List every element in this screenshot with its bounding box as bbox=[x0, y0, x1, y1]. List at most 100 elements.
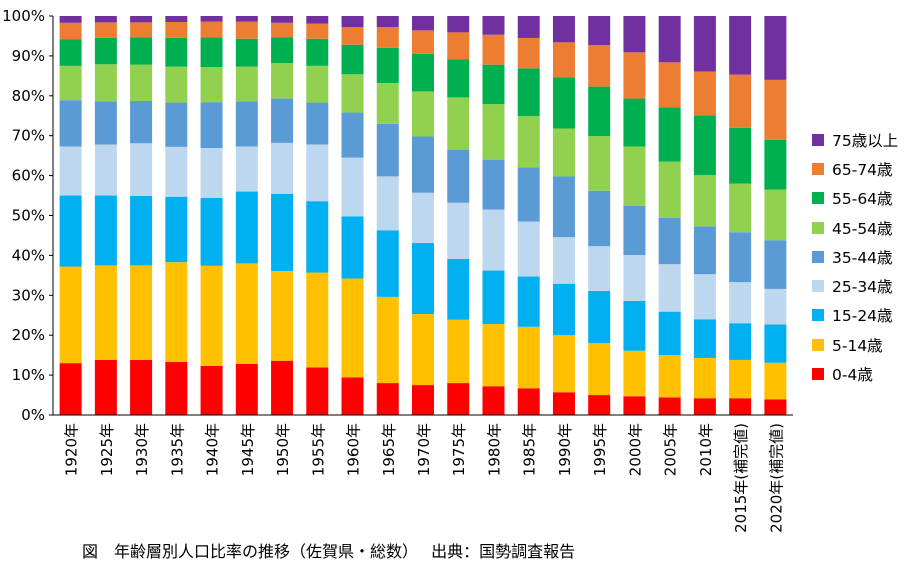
bar-segment-15-7 bbox=[588, 45, 611, 87]
bar-segment-10-1 bbox=[412, 314, 434, 386]
bar-segment-9-4 bbox=[376, 123, 399, 177]
x-tick-label: 1960年 bbox=[345, 423, 363, 476]
bar-segment-14-5 bbox=[552, 128, 575, 177]
x-tick-label: 1925年 bbox=[98, 423, 116, 476]
bar-segment-11-0 bbox=[447, 383, 470, 415]
x-tick-label: 1985年 bbox=[521, 423, 539, 476]
bar-segment-2-3 bbox=[130, 143, 153, 196]
bar-segment-8-2 bbox=[341, 216, 364, 279]
bar-segment-3-1 bbox=[165, 262, 188, 362]
bar-segment-10-6 bbox=[412, 53, 434, 92]
bar-segment-17-2 bbox=[658, 311, 681, 356]
bar-segment-18-7 bbox=[693, 71, 716, 116]
bar-segment-20-5 bbox=[764, 189, 787, 241]
bar-segment-20-2 bbox=[764, 324, 787, 363]
legend-label: 55-64歳 bbox=[832, 190, 893, 209]
bar-segment-18-2 bbox=[693, 319, 716, 358]
bar-segment-0-6 bbox=[59, 39, 82, 66]
y-tick-label: 20% bbox=[12, 326, 45, 344]
bar-segment-5-6 bbox=[235, 38, 258, 67]
bar-segment-12-1 bbox=[482, 324, 505, 387]
bar-segment-10-8 bbox=[412, 16, 434, 31]
bar-segment-13-3 bbox=[517, 221, 540, 277]
bar-segment-15-5 bbox=[588, 136, 611, 191]
bar-segment-10-4 bbox=[412, 136, 434, 193]
bar-segment-4-6 bbox=[200, 37, 223, 68]
bar-segment-18-3 bbox=[693, 274, 716, 320]
bar-segment-11-8 bbox=[447, 16, 470, 33]
bar-segment-1-5 bbox=[94, 64, 117, 102]
bar-segment-13-6 bbox=[517, 68, 540, 117]
bar-segment-16-8 bbox=[623, 16, 646, 53]
bar-segment-4-1 bbox=[200, 265, 223, 366]
bar-segment-19-3 bbox=[729, 282, 752, 324]
y-tick-label: 50% bbox=[12, 207, 45, 225]
bar-segment-14-7 bbox=[552, 42, 575, 78]
legend-swatch bbox=[812, 133, 824, 146]
bar-segment-19-4 bbox=[729, 232, 752, 283]
bar-segment-19-5 bbox=[729, 183, 752, 233]
bar-segment-9-0 bbox=[376, 383, 399, 415]
bar-segment-1-0 bbox=[94, 359, 117, 415]
bar-segment-12-4 bbox=[482, 159, 505, 210]
bar-segment-17-6 bbox=[658, 107, 681, 162]
bar-segment-0-8 bbox=[59, 16, 82, 23]
bar-segment-19-0 bbox=[729, 398, 752, 415]
legend-item: 45-54歳 bbox=[812, 213, 898, 242]
bar-segment-7-2 bbox=[306, 201, 329, 273]
y-tick-label: 100% bbox=[2, 7, 45, 25]
legend-swatch bbox=[812, 368, 824, 381]
bar-segment-7-7 bbox=[306, 23, 329, 39]
legend-label: 5-14歳 bbox=[832, 336, 883, 355]
bar-segment-4-8 bbox=[200, 16, 223, 22]
bar-segment-7-5 bbox=[306, 65, 329, 103]
legend-item: 55-64歳 bbox=[812, 184, 898, 213]
bar-segment-5-1 bbox=[235, 263, 258, 364]
bar-segment-0-2 bbox=[59, 195, 82, 267]
bar-segment-12-6 bbox=[482, 64, 505, 105]
bar-segment-16-0 bbox=[623, 396, 646, 415]
bar-segment-2-2 bbox=[130, 195, 153, 266]
bar-segment-1-3 bbox=[94, 144, 117, 196]
x-tick-label: 1935年 bbox=[168, 423, 186, 476]
bar-segment-9-8 bbox=[376, 16, 399, 28]
bar-segment-8-5 bbox=[341, 74, 364, 113]
bar-segment-10-5 bbox=[412, 91, 434, 137]
bar-segment-6-2 bbox=[271, 193, 294, 271]
bar-segment-3-6 bbox=[165, 37, 188, 67]
legend-label: 25-34歳 bbox=[832, 278, 893, 297]
legend-label: 35-44歳 bbox=[832, 248, 893, 267]
bar-segment-5-0 bbox=[235, 363, 258, 415]
x-tick-label: 1945年 bbox=[239, 423, 257, 476]
bar-segment-5-4 bbox=[235, 101, 258, 147]
bar-segment-12-5 bbox=[482, 104, 505, 160]
bar-segment-8-1 bbox=[341, 278, 364, 378]
bar-segment-13-0 bbox=[517, 388, 540, 415]
bar-segment-14-2 bbox=[552, 283, 575, 336]
x-tick-label: 1995年 bbox=[591, 423, 609, 476]
bar-segment-20-4 bbox=[764, 240, 787, 289]
bar-segment-9-2 bbox=[376, 230, 399, 297]
y-tick-label: 40% bbox=[12, 246, 45, 264]
x-tick-label: 2005年 bbox=[662, 423, 680, 476]
bar-segment-3-5 bbox=[165, 66, 188, 103]
bar-segment-13-1 bbox=[517, 326, 540, 389]
bar-segment-13-2 bbox=[517, 276, 540, 327]
bar-segment-2-7 bbox=[130, 22, 153, 38]
bar-segment-19-6 bbox=[729, 127, 752, 184]
bar-segment-15-2 bbox=[588, 290, 611, 344]
bar-segment-0-0 bbox=[59, 363, 82, 415]
bar-segment-7-0 bbox=[306, 367, 329, 415]
bar-segment-18-1 bbox=[693, 357, 716, 399]
bar-segment-19-7 bbox=[729, 74, 752, 128]
x-tick-label: 1955年 bbox=[309, 423, 327, 476]
legend-swatch bbox=[812, 162, 824, 175]
bar-segment-3-7 bbox=[165, 21, 188, 38]
bar-segment-2-6 bbox=[130, 37, 153, 65]
bar-segment-16-7 bbox=[623, 52, 646, 99]
bar-segment-20-1 bbox=[764, 362, 787, 400]
bar-segment-16-1 bbox=[623, 350, 646, 397]
y-tick-label: 80% bbox=[12, 87, 45, 105]
bar-segment-11-3 bbox=[447, 202, 470, 259]
